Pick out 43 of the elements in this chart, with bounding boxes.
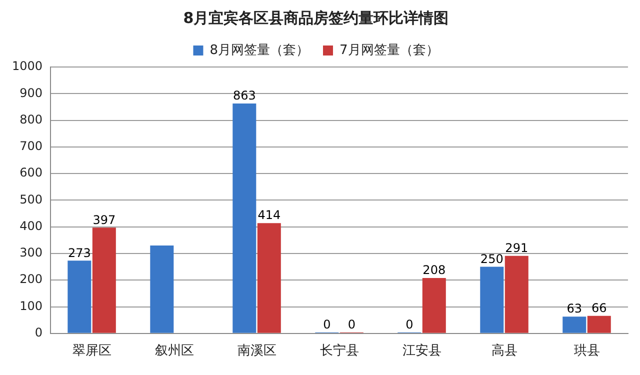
data-label: 863 xyxy=(232,88,256,103)
data-label: 66 xyxy=(591,300,607,315)
y-tick-label: 300 xyxy=(20,246,43,260)
bar xyxy=(422,278,446,333)
x-tick-label: 南溪区 xyxy=(237,344,276,359)
y-tick-label: 900 xyxy=(20,86,43,100)
bar xyxy=(232,103,256,333)
y-tick-label: 1000 xyxy=(12,59,43,74)
data-label: 397 xyxy=(92,212,116,227)
y-tick-label: 200 xyxy=(20,272,43,286)
bar xyxy=(92,228,116,333)
bar xyxy=(257,223,281,333)
bar xyxy=(587,316,611,333)
data-label: 208 xyxy=(422,263,446,278)
data-label: 250 xyxy=(480,252,504,266)
data-label: 63 xyxy=(566,302,582,316)
bar xyxy=(480,266,504,333)
data-label: 414 xyxy=(258,208,281,222)
x-tick-label: 珙县 xyxy=(574,344,600,359)
x-tick-label: 高县 xyxy=(491,342,518,359)
chart-title: 8月宜宾各区县商品房签约量环比详情图 xyxy=(183,8,449,27)
x-tick-label: 长宁县 xyxy=(320,342,359,359)
legend-label: 8月网签量（套） xyxy=(210,42,310,58)
data-label: 273 xyxy=(68,246,91,260)
y-tick-label: 500 xyxy=(20,192,43,206)
bar xyxy=(504,256,528,333)
y-tick-label: 0 xyxy=(34,326,43,340)
data-label: 0 xyxy=(323,318,331,332)
legend-label: 7月网签量（套） xyxy=(340,42,439,58)
data-label: 291 xyxy=(505,241,528,256)
y-tick-label: 600 xyxy=(20,166,43,180)
bar xyxy=(68,260,92,333)
x-tick-label: 叙州区 xyxy=(154,344,194,359)
data-label: 0 xyxy=(348,318,356,332)
y-tick-label: 800 xyxy=(20,112,43,126)
x-tick-label: 江安县 xyxy=(402,342,442,359)
y-tick-label: 100 xyxy=(20,298,43,313)
data-label: 0 xyxy=(406,318,414,332)
bar xyxy=(150,245,174,333)
x-tick-label: 翠屏区 xyxy=(72,344,112,359)
y-tick-label: 700 xyxy=(20,139,43,154)
bar xyxy=(562,316,586,333)
y-tick-label: 400 xyxy=(20,218,43,233)
